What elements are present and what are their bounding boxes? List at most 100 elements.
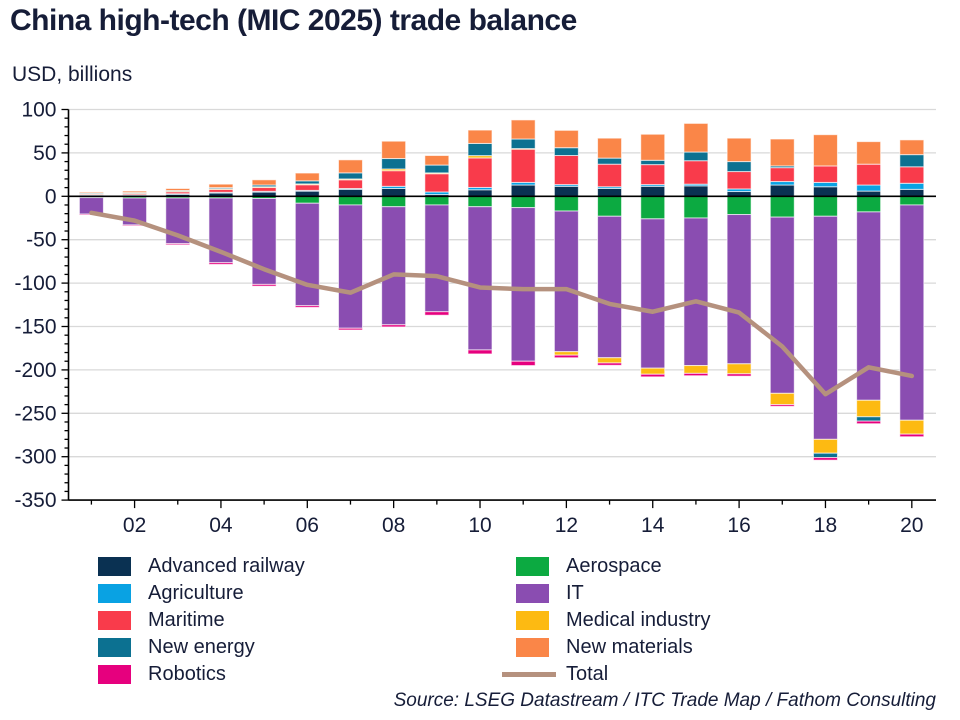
segment-new-materials	[510, 119, 536, 140]
segment-new-energy	[726, 161, 752, 173]
segment-robotics	[510, 360, 536, 367]
y-tick-label: 0	[45, 185, 57, 208]
legend-item-new-materials: New materials	[516, 634, 711, 661]
chart-title: China high-tech (MIC 2025) trade balance	[10, 4, 577, 37]
segment-it	[812, 215, 838, 440]
legend-label: New materials	[566, 636, 693, 658]
segment-advanced-railway	[812, 186, 838, 197]
legend-item-maritime: Maritime	[98, 607, 305, 634]
segment-advanced-railway	[899, 188, 925, 197]
segment-new-materials	[294, 172, 320, 182]
segment-agriculture	[769, 181, 795, 186]
legend-swatch-medical-industry	[516, 611, 549, 630]
legend-label: Total	[566, 663, 609, 685]
segment-maritime	[769, 167, 795, 183]
segment-robotics	[683, 372, 709, 377]
segment-aerospace	[381, 195, 407, 208]
segment-aerospace	[597, 195, 623, 217]
segment-robotics	[769, 404, 795, 407]
segment-new-energy	[812, 452, 838, 459]
segment-it	[337, 204, 363, 329]
segment-aerospace	[769, 195, 795, 218]
y-tick-label: -200	[14, 359, 56, 382]
segment-new-materials	[381, 140, 407, 160]
segment-medical-industry	[640, 367, 666, 375]
x-tick-label: 06	[296, 514, 319, 537]
bar-2006	[294, 172, 320, 308]
legend-swatch-new-materials	[516, 638, 549, 657]
bar-2014	[640, 133, 666, 378]
bar-2007	[337, 159, 363, 331]
bar-2018	[812, 134, 838, 461]
x-tick-label: 20	[900, 514, 923, 537]
segment-advanced-railway	[467, 189, 493, 197]
segment-new-materials	[812, 134, 838, 167]
y-tick-label: -350	[14, 489, 56, 512]
segment-maritime	[683, 160, 709, 185]
segment-aerospace	[467, 195, 493, 208]
segment-new-materials	[165, 187, 191, 191]
legend-label: Robotics	[148, 663, 226, 685]
segment-advanced-railway	[337, 188, 363, 197]
segment-new-energy	[640, 159, 666, 166]
bar-2015	[683, 122, 709, 377]
y-tick-label: 100	[21, 99, 56, 122]
gridlines	[68, 108, 936, 501]
segment-maritime	[553, 155, 579, 186]
segment-robotics	[208, 262, 234, 265]
x-tick-label: 16	[727, 514, 750, 537]
segment-new-energy	[683, 151, 709, 162]
segment-robotics	[467, 349, 493, 355]
segment-robotics	[294, 305, 320, 308]
segment-new-energy	[467, 142, 493, 157]
segment-robotics	[726, 373, 752, 377]
segment-aerospace	[726, 195, 752, 216]
bar-2011	[510, 119, 536, 367]
legend-swatch-robotics	[98, 665, 131, 684]
segment-it	[597, 215, 623, 359]
legend-item-medical-industry: Medical industry	[516, 607, 711, 634]
legend-item-advanced-railway: Advanced railway	[98, 553, 305, 580]
segment-robotics	[381, 324, 407, 328]
legend-label: Medical industry	[566, 609, 711, 631]
segment-maritime	[424, 173, 450, 193]
bar-2008	[381, 140, 407, 328]
segment-medical-industry	[812, 438, 838, 454]
legend-swatch-maritime	[98, 611, 131, 630]
bar-2013	[597, 137, 623, 366]
legend-line-swatch-total	[502, 672, 556, 677]
segment-maritime	[597, 163, 623, 188]
segment-maritime	[510, 148, 536, 183]
segment-advanced-railway	[510, 184, 536, 197]
segment-new-energy	[510, 138, 536, 150]
segment-aerospace	[899, 195, 925, 206]
legend-label: Maritime	[148, 609, 225, 631]
legend-item-agriculture: Agriculture	[98, 580, 305, 607]
segment-it	[553, 210, 579, 353]
y-axis: 100 50 0 -50 -100 -150 -200 -250 -300 -350	[14, 99, 70, 512]
segment-advanced-railway	[769, 184, 795, 197]
segment-advanced-railway	[640, 185, 666, 197]
segment-robotics	[640, 373, 666, 378]
segment-robotics	[424, 311, 450, 316]
x-tick-label: 02	[123, 514, 146, 537]
y-tick-label: -250	[14, 402, 56, 425]
segment-maritime	[726, 171, 752, 190]
legend-item-robotics: Robotics	[98, 661, 305, 688]
legend-column-right: Aerospace IT Medical industry New materials…	[502, 553, 711, 688]
segment-maritime	[467, 157, 493, 188]
segment-robotics	[337, 327, 363, 331]
segment-agriculture	[812, 181, 838, 188]
segment-aerospace	[553, 195, 579, 212]
legend-column-left: Advanced railway Agriculture Maritime New e…	[98, 553, 305, 688]
legend-label: New energy	[148, 636, 255, 658]
bars	[78, 119, 925, 461]
segment-maritime	[337, 179, 363, 189]
segment-robotics	[165, 243, 191, 246]
x-tick-label: 04	[209, 514, 233, 537]
axis-unit-label: USD, billions	[12, 63, 133, 86]
segment-it	[769, 216, 795, 394]
segment-advanced-railway	[683, 185, 709, 197]
segment-agriculture	[899, 182, 925, 190]
